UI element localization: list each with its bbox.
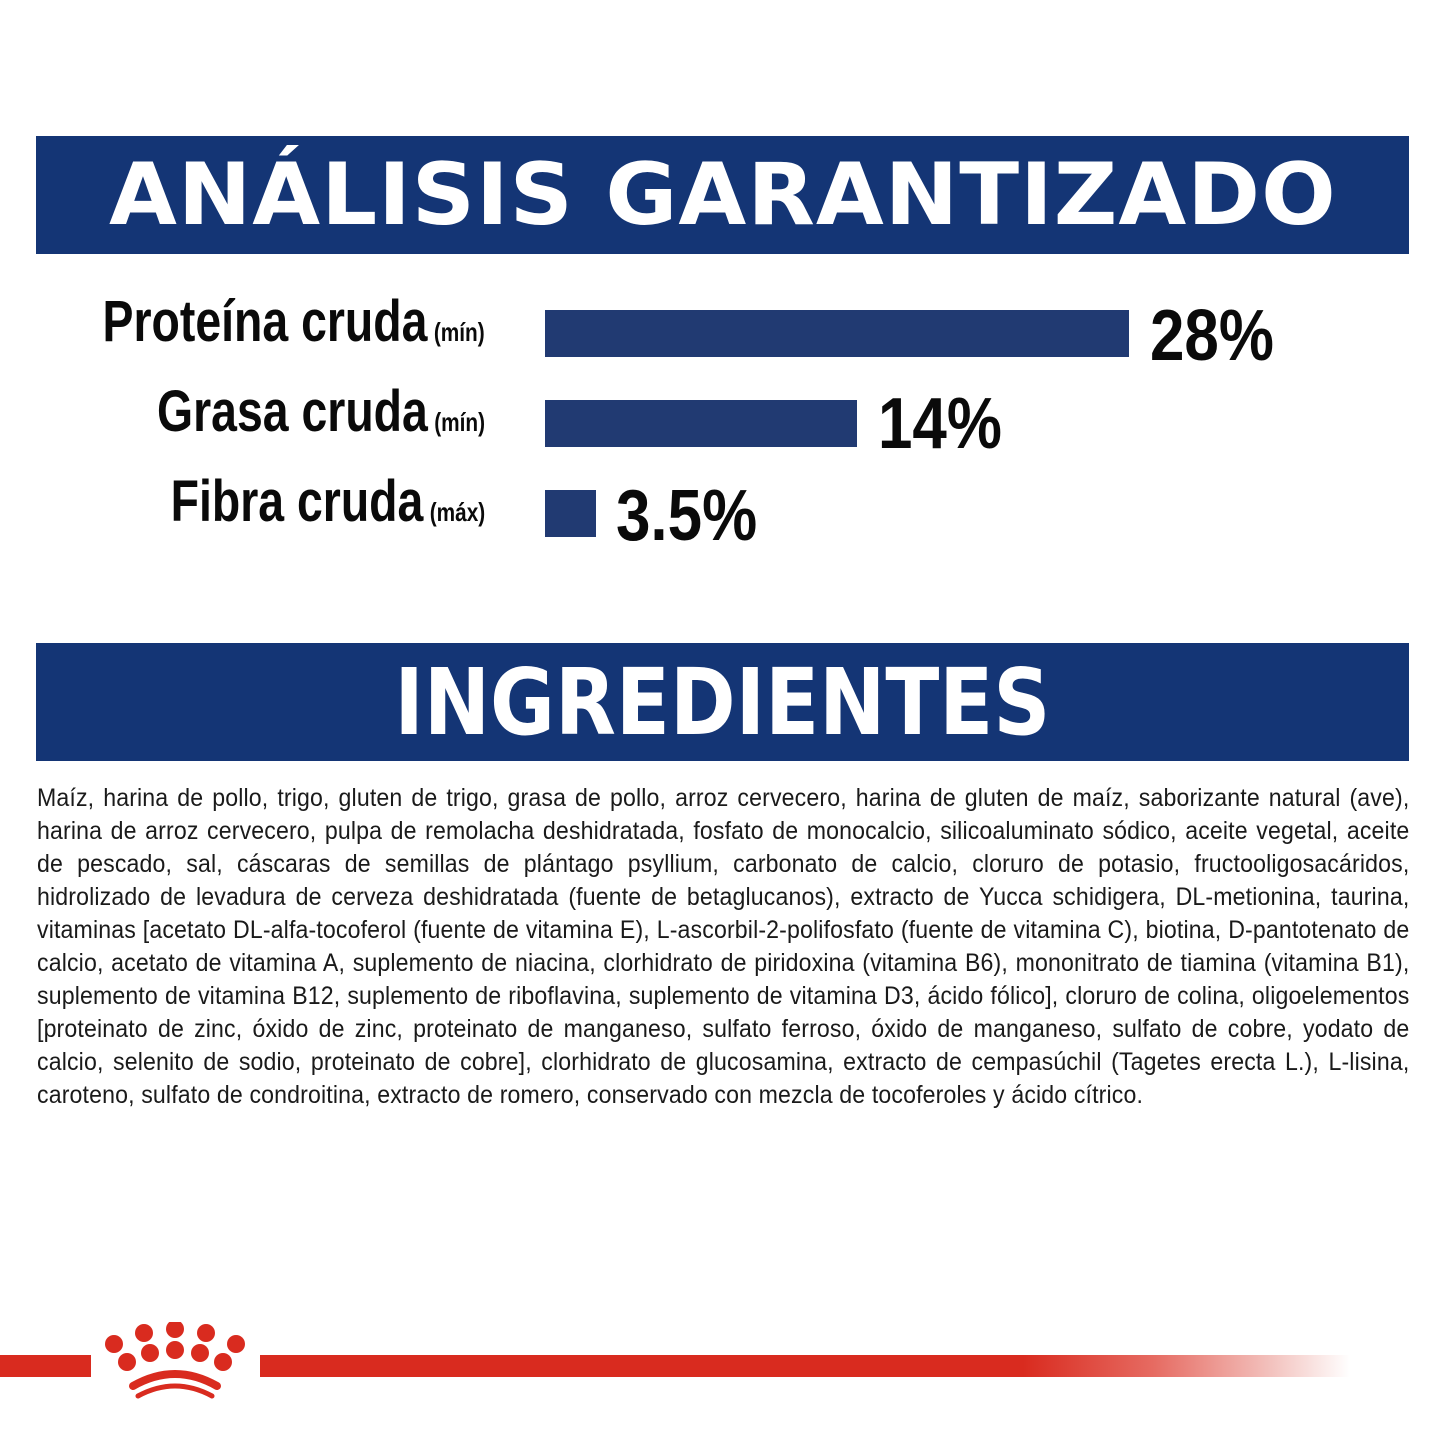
ingredients-banner: INGREDIENTES <box>36 643 1409 761</box>
nutrient-qualifier: (máx) <box>429 497 485 527</box>
value-fiber: 3.5% <box>616 476 758 556</box>
nutrient-name: Fibra cruda <box>170 469 424 534</box>
bar-fiber <box>545 490 596 537</box>
nutrient-label: Grasa cruda (mín) <box>157 382 485 452</box>
nutrient-row-fat: Grasa cruda (mín) 14% <box>0 382 1445 464</box>
brand-stripe-right <box>260 1355 1350 1377</box>
nutrient-qualifier: (mín) <box>434 317 485 347</box>
nutrient-label: Proteína cruda (mín) <box>103 292 485 362</box>
bar-protein <box>545 310 1129 357</box>
nutrient-qualifier: (mín) <box>434 407 485 437</box>
value-protein: 28% <box>1150 296 1274 376</box>
value-fat: 14% <box>878 384 1002 464</box>
nutrient-row-protein: Proteína cruda (mín) 28% <box>0 292 1445 373</box>
brand-stripe-left <box>0 1355 91 1377</box>
bar-fat <box>545 400 857 447</box>
analysis-banner: ANÁLISIS GARANTIZADO <box>36 136 1409 254</box>
nutrient-name: Proteína cruda <box>102 289 428 354</box>
nutrient-name: Grasa cruda <box>156 379 428 444</box>
ingredients-title: INGREDIENTES <box>394 648 1051 756</box>
ingredients-list: Maíz, harina de pollo, trigo, gluten de … <box>37 785 1410 1109</box>
nutrient-label: Fibra cruda (máx) <box>170 472 485 542</box>
analysis-title: ANÁLISIS GARANTIZADO <box>108 145 1337 245</box>
crown-icon <box>105 1322 245 1399</box>
nutrient-row-fiber: Fibra cruda (máx) 3.5% <box>0 472 1445 553</box>
